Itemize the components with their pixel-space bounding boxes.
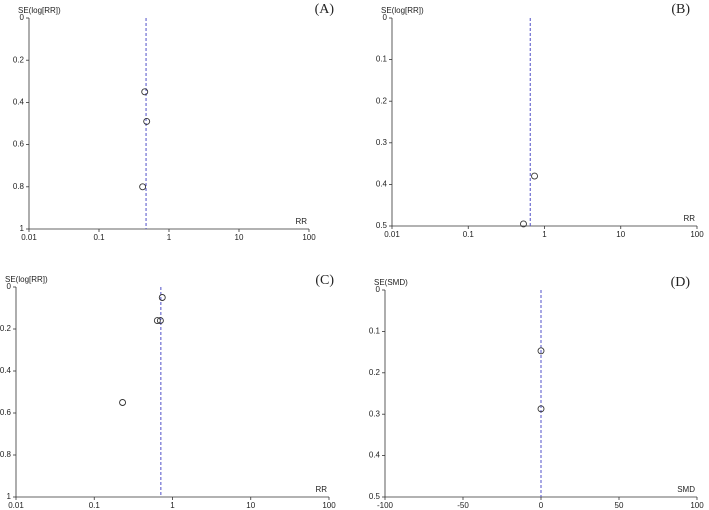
- y-tick-label: 0.5: [376, 221, 388, 230]
- study-point: [119, 399, 127, 406]
- y-tick-label: 1: [20, 224, 25, 233]
- x-tick-label: 10: [235, 233, 244, 242]
- panel-label: (D): [671, 275, 691, 290]
- y-tick-label: 0.6: [0, 408, 12, 417]
- y-tick-label: 0.8: [13, 182, 25, 191]
- y-tick-label: 0.3: [369, 409, 381, 418]
- y-tick-label: 0: [7, 282, 12, 291]
- y-axis-title: SE(SMD): [374, 278, 408, 287]
- y-tick-label: 0.3: [376, 138, 388, 147]
- study-point: [537, 405, 545, 413]
- x-tick-label: 0.01: [21, 233, 37, 242]
- y-tick-label: 0: [383, 13, 388, 22]
- y-tick-label: 0.2: [369, 368, 381, 377]
- x-axis-title: RR: [295, 217, 307, 226]
- study-point: [156, 317, 164, 325]
- x-axis-title: RR: [683, 214, 695, 223]
- y-tick-label: 0.6: [13, 140, 25, 149]
- study-point: [531, 172, 538, 180]
- panel-label: (C): [315, 273, 334, 288]
- x-tick-label: 50: [615, 501, 624, 510]
- x-tick-label: 10: [246, 501, 255, 510]
- y-axis-title: SE(log[RR]): [5, 275, 48, 284]
- x-tick-label: 1: [542, 230, 547, 239]
- study-point: [143, 117, 151, 125]
- x-tick-label: 1: [170, 501, 175, 510]
- x-tick-label: 0.01: [8, 501, 24, 510]
- y-tick-label: 1: [7, 492, 12, 501]
- x-tick-label: 0.01: [384, 230, 400, 239]
- x-tick-label: -100: [377, 501, 394, 510]
- x-tick-label: 0.1: [93, 233, 105, 242]
- panel-label: (A): [315, 2, 335, 17]
- x-tick-label: 1: [167, 233, 172, 242]
- y-tick-label: 0.2: [13, 55, 25, 64]
- x-axis-title: SMD: [677, 485, 695, 494]
- x-tick-label: 0.1: [89, 501, 101, 510]
- panel-label: (B): [671, 2, 690, 17]
- y-tick-label: 0.2: [0, 324, 12, 333]
- y-tick-label: 0.5: [369, 492, 381, 501]
- x-tick-label: 0: [539, 501, 544, 510]
- x-tick-label: 100: [690, 230, 704, 239]
- study-point: [520, 220, 527, 228]
- study-point: [537, 347, 545, 355]
- y-tick-label: 0.1: [376, 55, 388, 64]
- y-axis-title: SE(log[RR]): [381, 6, 424, 15]
- x-tick-label: 0.1: [463, 230, 475, 239]
- study-point: [139, 183, 147, 191]
- y-tick-label: 0.4: [376, 180, 388, 189]
- x-tick-label: -50: [457, 501, 469, 510]
- y-tick-label: 0: [20, 13, 25, 22]
- y-tick-label: 0.4: [13, 98, 25, 107]
- study-point: [158, 294, 166, 301]
- y-tick-label: 0.8: [0, 450, 12, 459]
- x-tick-label: 100: [690, 501, 704, 510]
- x-axis-title: RR: [315, 485, 327, 494]
- y-tick-label: 0.2: [376, 96, 388, 105]
- x-tick-label: 100: [322, 501, 336, 510]
- x-tick-label: 100: [302, 233, 316, 242]
- x-tick-label: 10: [616, 230, 625, 239]
- y-tick-label: 0: [376, 285, 381, 294]
- y-tick-label: 0.1: [369, 327, 381, 336]
- y-axis-title: SE(log[RR]): [18, 6, 61, 15]
- y-tick-label: 0.4: [0, 366, 12, 375]
- study-point: [141, 88, 149, 96]
- y-tick-label: 0.4: [369, 451, 381, 460]
- study-point: [153, 317, 161, 325]
